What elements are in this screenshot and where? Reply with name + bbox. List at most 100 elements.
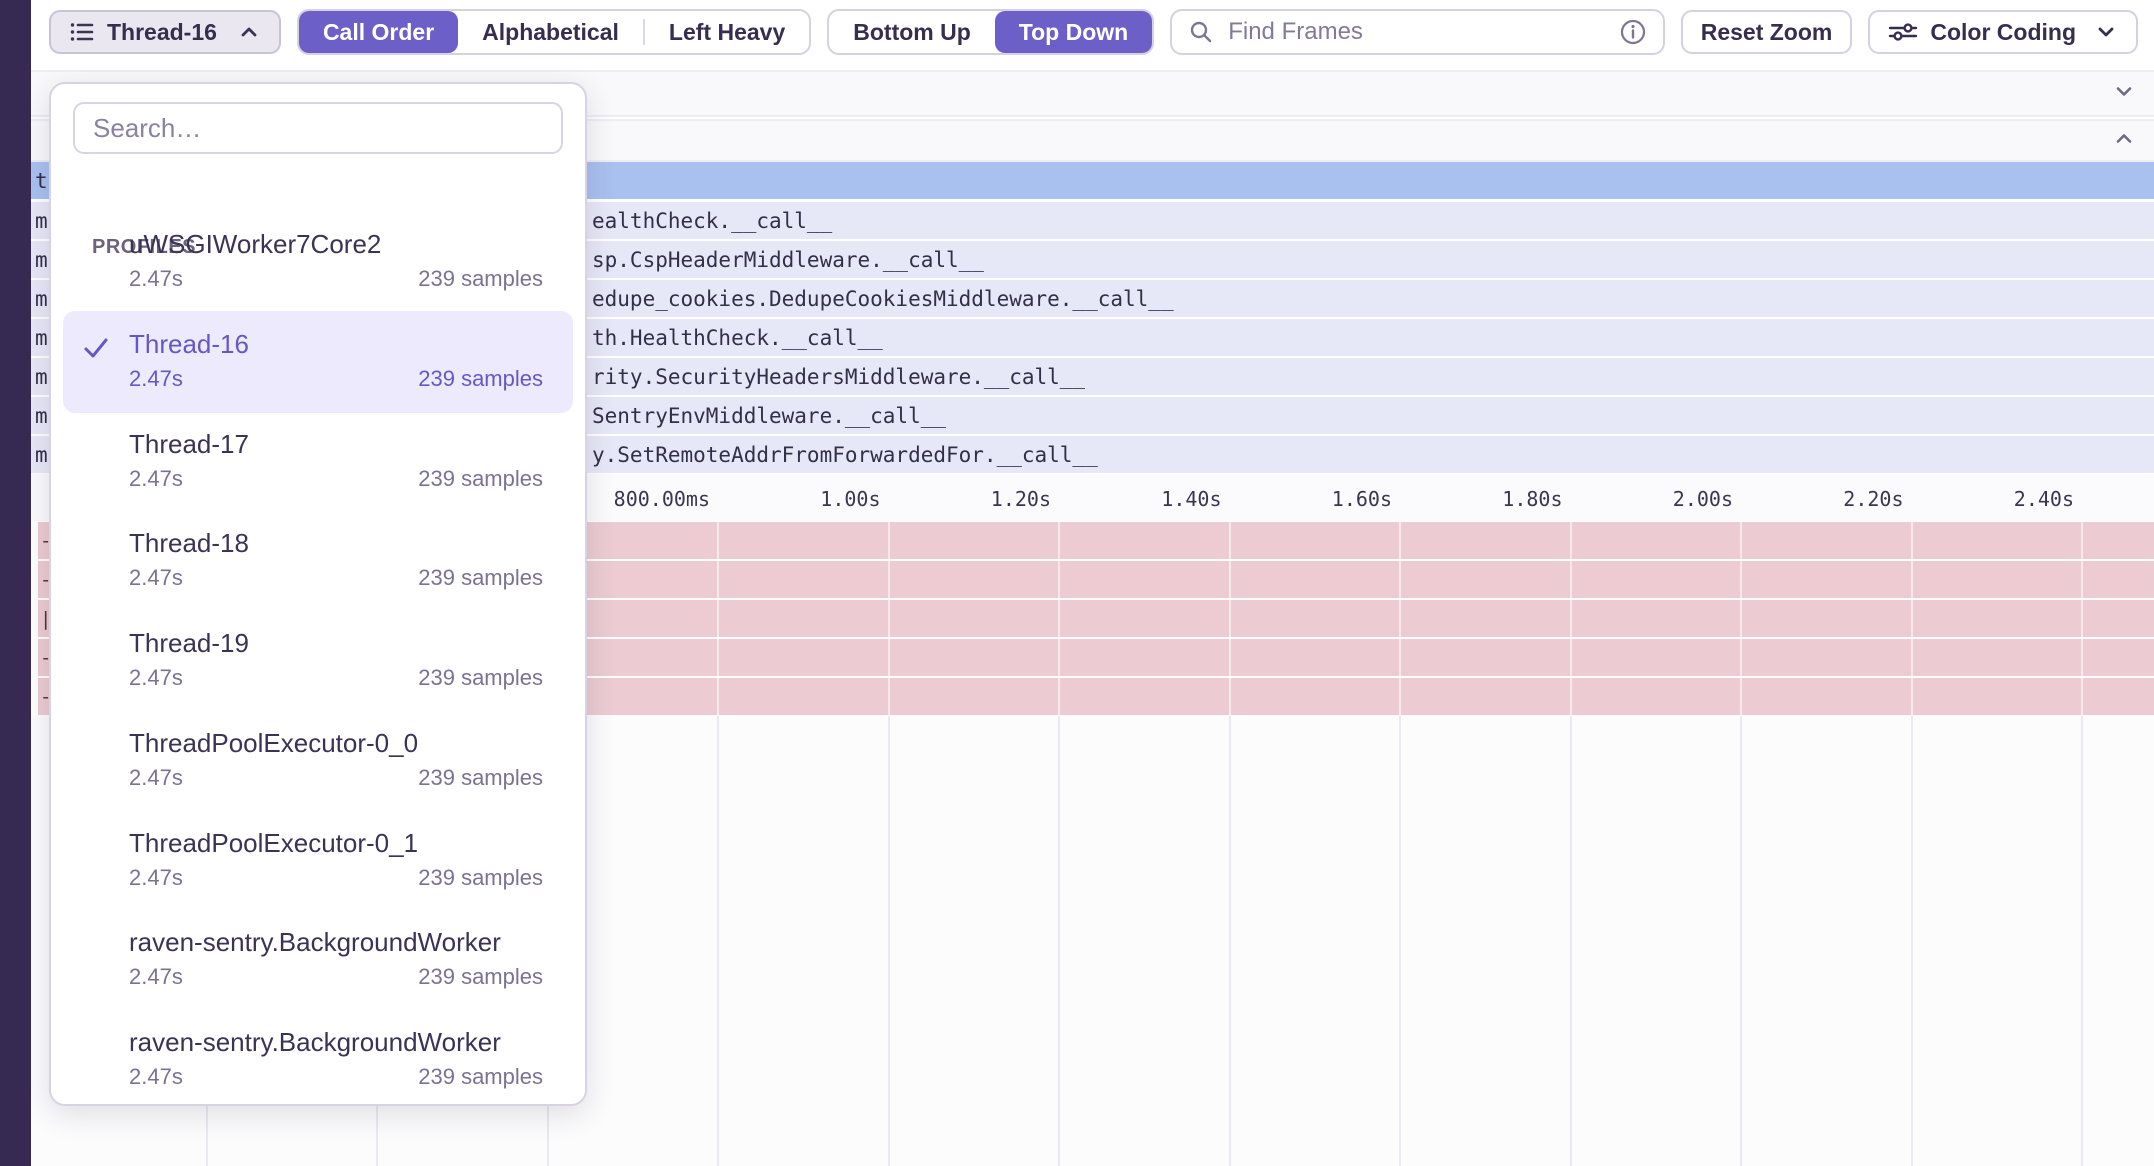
axis-tick-label: 1.80s — [1502, 487, 1563, 511]
frame-left-char: - — [40, 685, 52, 708]
thread-option-samples: 239 samples — [418, 366, 543, 391]
frame-left-char: m — [35, 286, 48, 311]
frame-left-char: - — [40, 529, 52, 552]
gridline — [1569, 522, 1572, 715]
frame-left-char: m — [35, 208, 48, 233]
thread-option-uwsgiworker7core2[interactable]: uWSGIWorker7Core2 2.47s 239 samples — [63, 197, 573, 315]
gridline — [887, 522, 890, 715]
dropdown-search-field[interactable] — [73, 102, 563, 154]
thread-option-name: Thread-18 — [129, 528, 249, 558]
thread-option-duration: 2.47s — [129, 865, 183, 890]
thread-selector-button[interactable]: Thread-16 — [49, 10, 281, 54]
thread-option-samples: 239 samples — [418, 266, 543, 291]
dropdown-search-input[interactable] — [93, 112, 543, 144]
thread-option-raven-sentry-backgroundworker[interactable]: raven-sentry.BackgroundWorker 2.47s 239 sa… — [63, 995, 573, 1113]
gridline — [2081, 522, 2083, 715]
thread-option-duration: 2.47s — [129, 466, 183, 491]
thread-option-samples: 239 samples — [418, 964, 543, 989]
reset-zoom-label: Reset Zoom — [1700, 18, 1833, 45]
frame-left-char: m — [35, 325, 48, 350]
frame-left-char: t — [35, 168, 48, 193]
gridline — [887, 716, 890, 1166]
sort-option-left-heavy[interactable]: Left Heavy — [645, 11, 809, 53]
gridline — [1740, 522, 1742, 715]
thread-option-samples: 239 samples — [418, 1064, 543, 1089]
selected-option-highlight — [63, 311, 573, 413]
frame-left-char: m — [35, 403, 48, 428]
thread-option-samples: 239 samples — [418, 565, 543, 590]
profiles-section-header: PROFILES — [92, 236, 197, 258]
axis-tick-label: 1.40s — [1161, 487, 1222, 511]
gridline — [1058, 522, 1060, 715]
info-icon[interactable] — [1619, 18, 1647, 46]
thread-option-name: Thread-17 — [129, 429, 249, 459]
thread-option-samples: 239 samples — [418, 765, 543, 790]
sliders-icon — [1888, 19, 1918, 45]
direction-option-bottom-up[interactable]: Bottom Up — [829, 11, 995, 53]
direction-segmented-control: Bottom Up Top Down — [827, 9, 1155, 55]
thread-option-thread-16[interactable]: Thread-16 2.47s 239 samples — [63, 297, 573, 415]
gridline — [1399, 716, 1401, 1166]
gridline — [1228, 716, 1231, 1166]
reset-zoom-button[interactable]: Reset Zoom — [1680, 10, 1853, 54]
frame-label: edupe_cookies.DedupeCookiesMiddleware.__… — [592, 286, 1174, 311]
thread-option-name: uWSGIWorker7Core2 — [129, 229, 382, 259]
chevron-down-icon[interactable] — [2110, 77, 2138, 110]
gridline — [1740, 716, 1742, 1166]
thread-option-name: Thread-19 — [129, 628, 249, 658]
thread-option-duration: 2.47s — [129, 366, 183, 391]
frame-left-char: m — [35, 247, 48, 272]
chevron-up-icon — [237, 20, 261, 44]
axis-tick-label: 2.40s — [2013, 487, 2074, 511]
thread-option-thread-19[interactable]: Thread-19 2.47s 239 samples — [63, 596, 573, 714]
gridline — [1910, 716, 1913, 1166]
axis-tick-label: 800.00ms — [613, 487, 710, 511]
checkmark-icon — [79, 331, 113, 370]
thread-option-thread-17[interactable]: Thread-17 2.47s 239 samples — [63, 397, 573, 515]
thread-dropdown-panel: PROFILES uWSGIWorker7Core2 2.47s 239 sampl… — [49, 82, 587, 1106]
gridline — [1399, 522, 1401, 715]
thread-option-duration: 2.47s — [129, 964, 183, 989]
frame-label: rity.SecurityHeadersMiddleware.__call__ — [592, 364, 1086, 389]
chevron-down-icon — [2094, 20, 2118, 44]
thread-option-duration: 2.47s — [129, 665, 183, 690]
axis-tick-label: 2.00s — [1672, 487, 1733, 511]
frame-label: th.HealthCheck.__call__ — [592, 325, 883, 350]
thread-option-duration: 2.47s — [129, 1064, 183, 1089]
thread-option-raven-sentry-backgroundworker[interactable]: raven-sentry.BackgroundWorker 2.47s 239 sa… — [63, 895, 573, 1013]
frame-left-char: m — [35, 442, 48, 467]
gridline — [1569, 716, 1572, 1166]
sort-option-alphabetical[interactable]: Alphabetical — [458, 11, 643, 53]
frame-label: sp.CspHeaderMiddleware.__call__ — [592, 247, 984, 272]
thread-option-duration: 2.47s — [129, 266, 183, 291]
search-icon — [1188, 19, 1214, 45]
thread-option-thread-18[interactable]: Thread-18 2.47s 239 samples — [63, 496, 573, 614]
gridline — [1910, 522, 1913, 715]
color-coding-button[interactable]: Color Coding — [1868, 10, 2138, 54]
find-frames-searchbox[interactable] — [1170, 9, 1665, 55]
frame-label: y.SetRemoteAddrFromForwardedFor.__call__ — [592, 442, 1098, 467]
thread-option-name: ThreadPoolExecutor-0_1 — [129, 828, 419, 858]
thread-option-threadpoolexecutor-0-1[interactable]: ThreadPoolExecutor-0_1 2.47s 239 samples — [63, 796, 573, 914]
frame-label: ealthCheck.__call__ — [592, 208, 833, 233]
thread-option-name: raven-sentry.BackgroundWorker — [129, 927, 501, 957]
frame-left-char: - — [40, 646, 52, 669]
gridline — [1228, 522, 1231, 715]
sort-order-segmented-control: Call Order Alphabetical Left Heavy — [296, 9, 812, 55]
gridline — [2081, 716, 2083, 1166]
thread-option-samples: 239 samples — [418, 865, 543, 890]
sort-option-call-order[interactable]: Call Order — [298, 11, 459, 53]
frame-left-char: | — [40, 607, 52, 630]
color-coding-label: Color Coding — [1930, 18, 2076, 45]
gridline — [1058, 716, 1060, 1166]
chevron-up-icon[interactable] — [2110, 124, 2138, 157]
list-icon — [69, 19, 95, 45]
axis-tick-label: 1.60s — [1331, 487, 1392, 511]
find-frames-input[interactable] — [1228, 18, 1605, 46]
direction-option-top-down[interactable]: Top Down — [994, 11, 1153, 53]
thread-selector-label: Thread-16 — [107, 18, 217, 45]
thread-option-threadpoolexecutor-0-0[interactable]: ThreadPoolExecutor-0_0 2.47s 239 samples — [63, 696, 573, 814]
segment-divider — [642, 19, 645, 45]
axis-tick-label: 1.00s — [820, 487, 881, 511]
axis-tick-label: 1.20s — [990, 487, 1051, 511]
